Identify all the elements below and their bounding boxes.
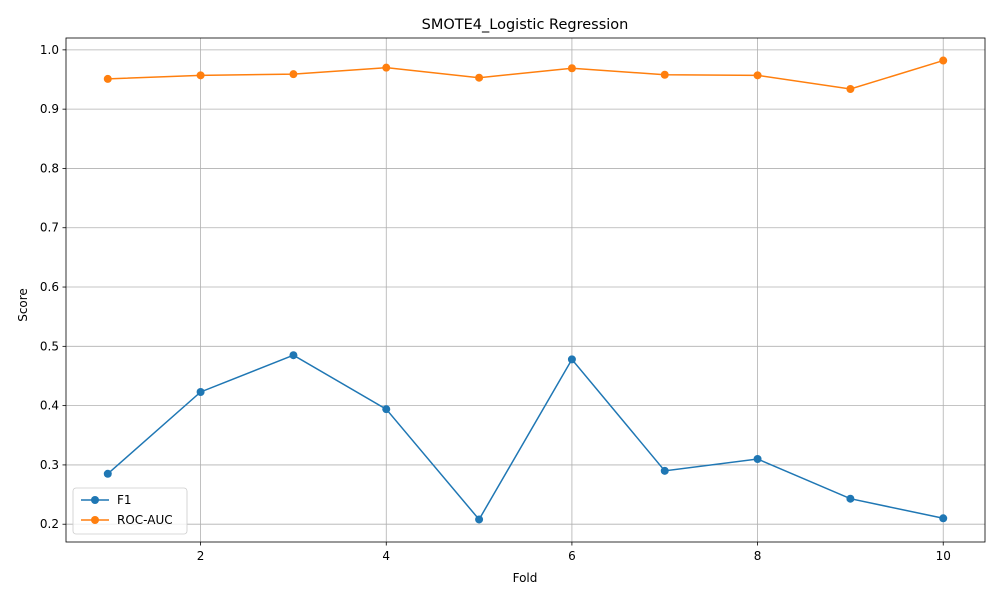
y-tick-label: 0.9 <box>40 102 59 116</box>
series-line-f1 <box>107 354 944 521</box>
legend-label-f1: F1 <box>117 493 132 507</box>
data-point-f1 <box>289 351 298 360</box>
data-point-roc-auc <box>103 74 112 83</box>
data-point-f1 <box>475 515 484 524</box>
axes <box>65 37 986 543</box>
data-point-roc-auc <box>196 71 205 80</box>
data-point-roc-auc <box>475 73 484 82</box>
y-tick-label: 0.3 <box>40 458 59 472</box>
y-tick-label: 1.0 <box>40 43 59 57</box>
data-point-f1 <box>753 454 762 463</box>
legend-label-roc-auc: ROC-AUC <box>117 513 173 527</box>
x-tick-label: 2 <box>197 549 205 563</box>
y-tick-label: 0.8 <box>40 161 59 175</box>
plot-frame <box>65 37 986 543</box>
series-roc-auc <box>103 56 948 93</box>
x-tick-label: 4 <box>382 549 390 563</box>
data-point-f1 <box>103 469 112 478</box>
y-tick-label: 0.7 <box>40 221 59 235</box>
data-point-roc-auc <box>939 56 948 65</box>
y-tick-label: 0.2 <box>40 517 59 531</box>
data-point-f1 <box>846 494 855 503</box>
y-tick-label: 0.5 <box>40 339 59 353</box>
chart-title: SMOTE4_Logistic Regression <box>422 17 629 33</box>
data-point-f1 <box>939 514 948 523</box>
data-point-f1 <box>196 387 205 396</box>
y-tick-label: 0.4 <box>40 399 59 413</box>
legend: F1 ROC-AUC <box>72 487 188 535</box>
data-point-roc-auc <box>382 63 391 72</box>
data-point-roc-auc <box>753 71 762 80</box>
data-point-roc-auc <box>660 70 669 79</box>
legend-marker-roc-auc <box>91 516 99 524</box>
data-point-roc-auc <box>289 70 298 79</box>
x-tick-label: 6 <box>568 549 576 563</box>
legend-marker-f1 <box>91 496 99 504</box>
x-tick-label: 10 <box>936 549 951 563</box>
x-tick-label: 8 <box>754 549 762 563</box>
series-line-roc-auc <box>107 59 944 90</box>
series-f1 <box>103 351 948 524</box>
data-point-roc-auc <box>567 64 576 73</box>
data-point-f1 <box>567 355 576 364</box>
series-layer <box>103 56 948 524</box>
data-point-roc-auc <box>846 84 855 93</box>
grid <box>66 38 985 542</box>
y-tick-label: 0.6 <box>40 280 59 294</box>
data-point-f1 <box>660 466 669 475</box>
data-point-f1 <box>382 405 391 414</box>
x-axis-label: Fold <box>513 571 538 585</box>
y-axis-label: Score <box>16 288 30 322</box>
tick-labels: 2 4 6 8 10 0.2 0.3 0.4 0.5 0.6 0.7 0.8 0.9 1.0 <box>40 43 951 563</box>
